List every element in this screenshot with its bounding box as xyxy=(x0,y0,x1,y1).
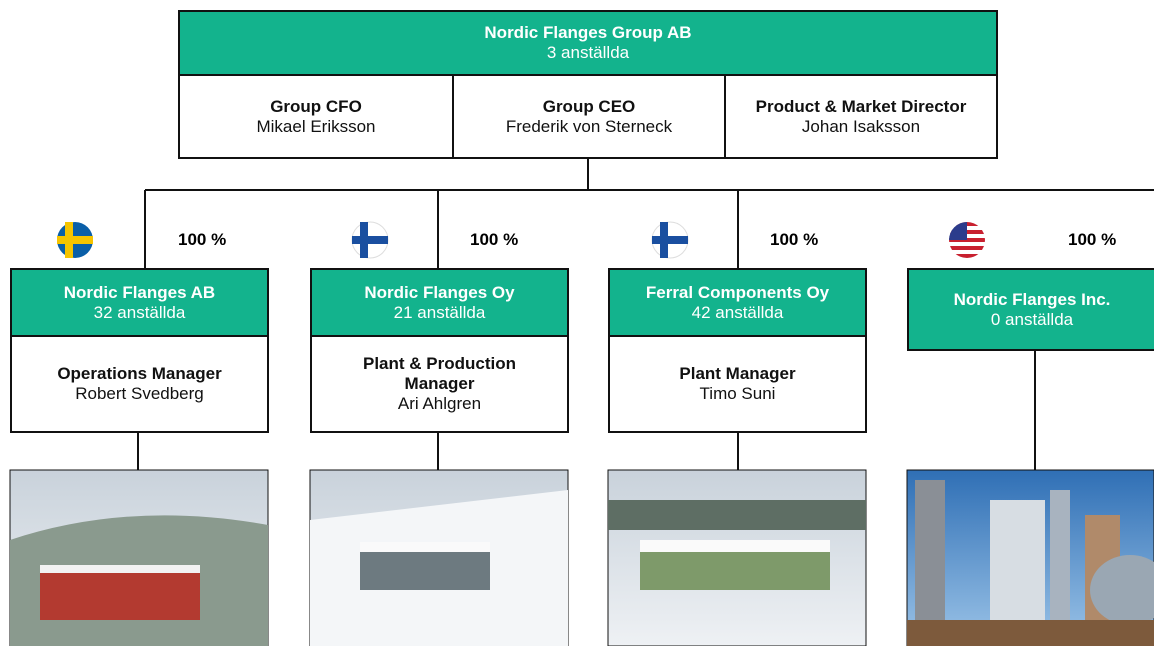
person: Frederik von Sterneck xyxy=(506,117,672,137)
page: Nordic Flanges Group AB 3 anställda (() … xyxy=(0,0,1154,646)
company-name: Nordic Flanges Group AB xyxy=(180,23,996,43)
employees: 3 anställda xyxy=(180,43,996,63)
role: Group CEO xyxy=(543,97,636,117)
ownership: 100 % xyxy=(178,230,226,250)
role: Operations Manager xyxy=(57,364,221,384)
employees: 32 anställda xyxy=(12,303,267,323)
photo-sweden xyxy=(10,470,268,646)
person: Johan Isaksson xyxy=(802,117,920,137)
employees: 21 anställda xyxy=(312,303,567,323)
flag-se xyxy=(57,222,93,258)
person: Ari Ahlgren xyxy=(398,394,481,414)
role: Plant Manager xyxy=(679,364,795,384)
photo-finland-1 xyxy=(310,470,568,646)
company-name: Nordic Flanges AB xyxy=(12,283,267,303)
person: Timo Suni xyxy=(700,384,776,404)
ownership: 100 % xyxy=(1068,230,1116,250)
role: Group CFO xyxy=(270,97,362,117)
company-name: Ferral Components Oy xyxy=(610,283,865,303)
flag-us xyxy=(949,222,985,258)
photo-chicago xyxy=(907,470,1154,646)
company-name: Nordic Flanges Oy xyxy=(312,283,567,303)
employees: 0 anställda xyxy=(909,310,1154,330)
flag-fi xyxy=(652,222,688,258)
person: Mikael Eriksson xyxy=(256,117,375,137)
ownership: 100 % xyxy=(470,230,518,250)
company-name: Nordic Flanges Inc. xyxy=(909,290,1154,310)
photo-finland-2 xyxy=(608,470,866,646)
subsidiary-header: Nordic Flanges Inc.0 anställda xyxy=(907,268,1154,351)
employees: 42 anställda xyxy=(610,303,865,323)
group-header: Nordic Flanges Group AB 3 anställda xyxy=(178,10,998,76)
ownership: 100 % xyxy=(770,230,818,250)
role: Product & Market Director xyxy=(756,97,967,117)
flag-fi xyxy=(352,222,388,258)
person: Robert Svedberg xyxy=(75,384,204,404)
role: Plant & Production Manager xyxy=(327,354,552,394)
